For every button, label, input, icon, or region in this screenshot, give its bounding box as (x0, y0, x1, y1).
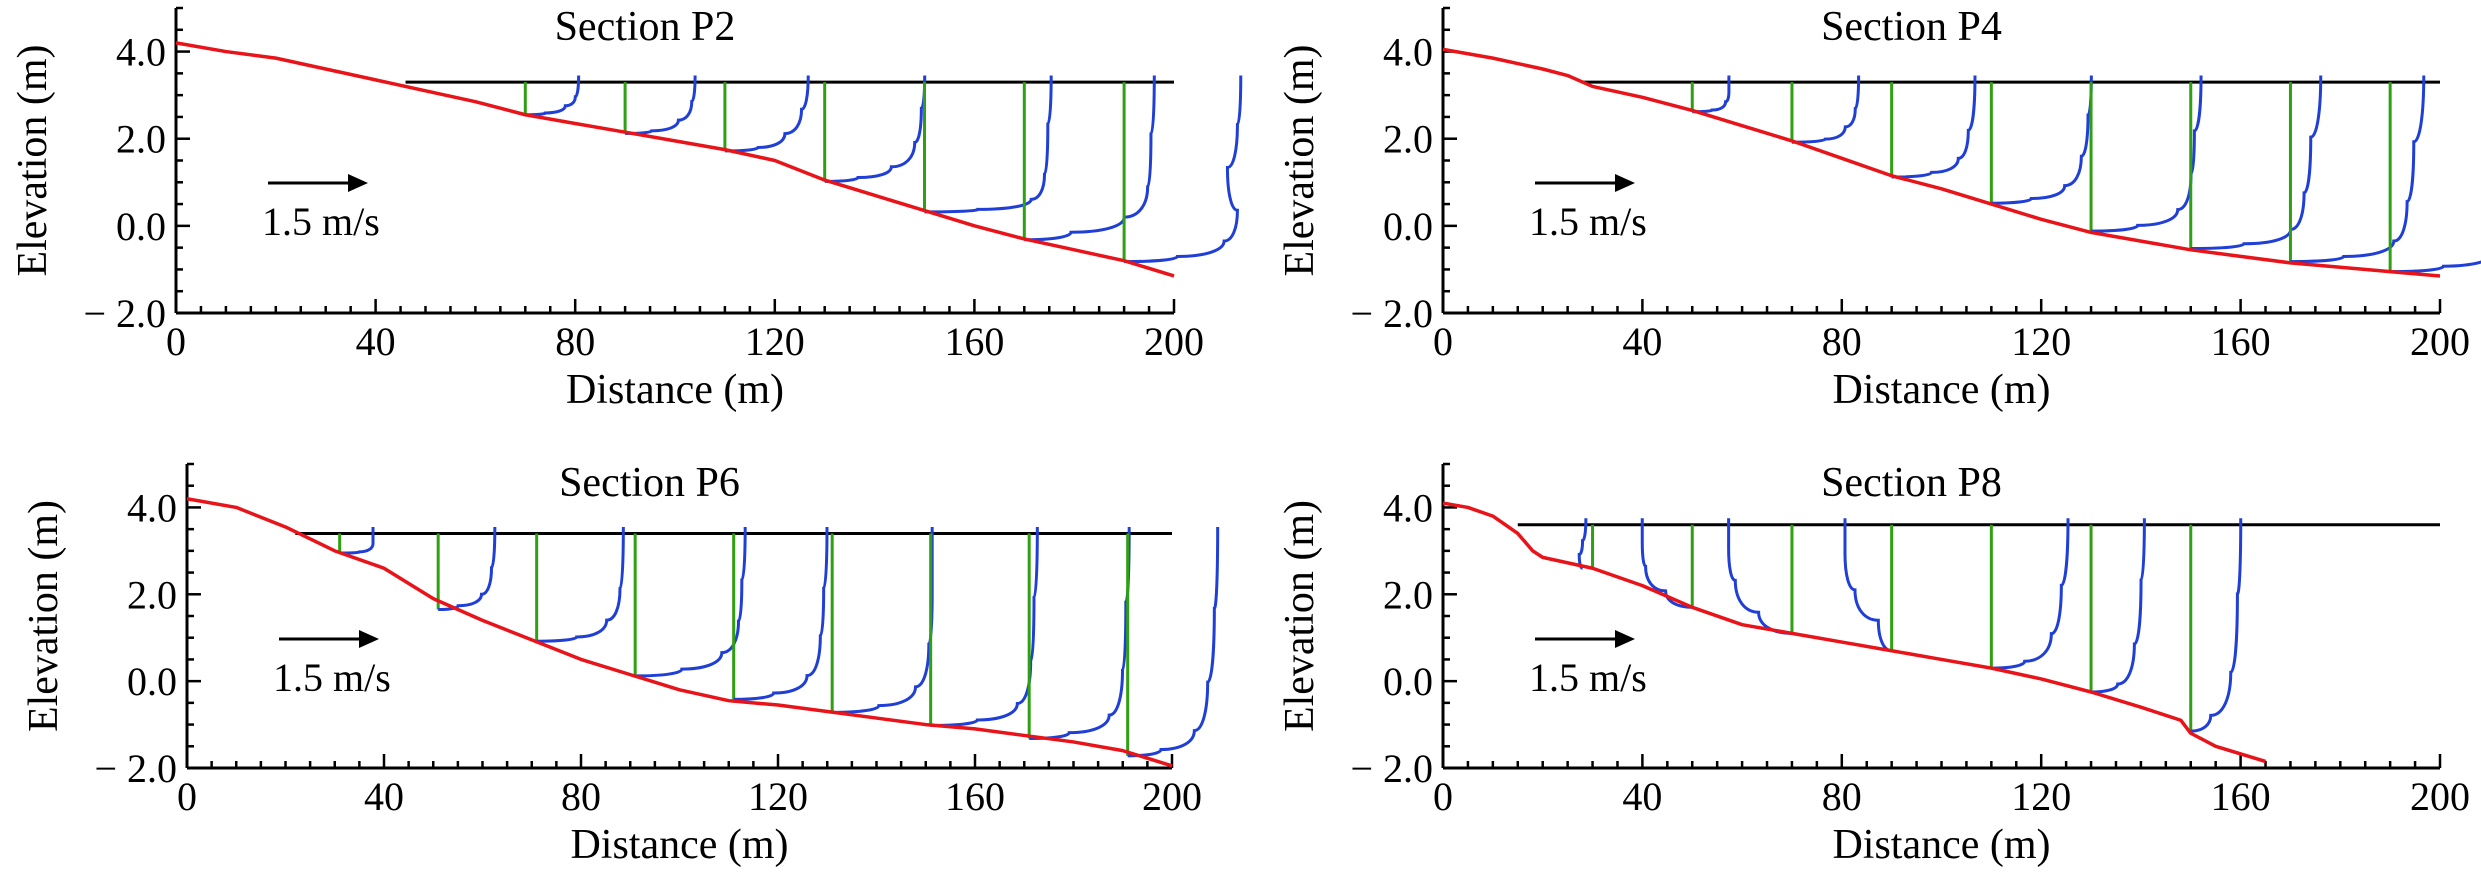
velocity-profile (2091, 75, 2203, 233)
velocity-profile (1024, 75, 1156, 242)
y-tick-label: − 2.0 (94, 746, 177, 791)
velocity-profile (1692, 75, 1731, 114)
y-axis-label: Elevation (m) (10, 44, 56, 276)
velocity-profile (1891, 75, 1977, 179)
velocity-profile (930, 526, 1039, 727)
y-tick-label: − 2.0 (1350, 291, 1433, 336)
panel-section-p6: 0 40 80 120 160 200 − 2.0 0.0 2.0 4.0 Distance (m)… (21, 460, 1220, 868)
x-tick-label: 120 (2011, 774, 2071, 819)
x-tick-label: 160 (2211, 774, 2271, 819)
y-tick-label: 2.0 (116, 117, 166, 162)
chart-title: Section P2 (555, 4, 736, 50)
x-tick-label: 80 (561, 774, 601, 819)
y-tick-label: 0.0 (1383, 204, 1433, 249)
y-axis-label: Elevation (m) (1277, 500, 1323, 732)
scale-arrow-icon (359, 630, 379, 648)
x-tick-label: 200 (1144, 319, 1204, 364)
x-tick-label: 0 (1433, 774, 1453, 819)
x-axis-label: Distance (m) (1832, 367, 2050, 413)
velocity-profile (438, 526, 497, 611)
y-tick-label: − 2.0 (1350, 746, 1433, 791)
x-tick-label: 160 (944, 319, 1004, 364)
y-tick-label: − 2.0 (83, 291, 166, 336)
x-tick-label: 200 (1142, 774, 1202, 819)
x-tick-label: 0 (1433, 319, 1453, 364)
panel-section-p4: 0 40 80 120 160 200 − 2.0 0.0 2.0 4.0 Distance (m)… (1277, 4, 2481, 413)
x-tick-label: 80 (1822, 319, 1862, 364)
x-tick-label: 200 (2410, 319, 2470, 364)
x-tick-label: 120 (748, 774, 808, 819)
bed-profile-line (186, 497, 1173, 768)
bed-profile-line (175, 41, 1175, 278)
velocity-profile (2290, 75, 2426, 264)
chart-title: Section P4 (1821, 4, 2002, 50)
x-tick-label: 80 (1822, 774, 1862, 819)
velocity-profile (1029, 526, 1131, 740)
y-tick-label: 0.0 (127, 659, 177, 704)
x-axis-label: Distance (m) (570, 822, 788, 868)
x-tick-label: 0 (177, 774, 197, 819)
x-tick-label: 40 (1622, 319, 1662, 364)
chart-title: Section P8 (1821, 460, 2002, 506)
y-tick-label: 2.0 (1383, 117, 1433, 162)
x-tick-label: 120 (745, 319, 805, 364)
scale-label: 1.5 m/s (1529, 199, 1647, 244)
velocity-profile (2190, 75, 2323, 251)
x-tick-label: 0 (166, 319, 186, 364)
velocity-profile (824, 75, 927, 183)
y-tick-label: 0.0 (116, 204, 166, 249)
velocity-profile (635, 526, 747, 678)
y-axis-label: Elevation (m) (21, 500, 67, 732)
x-tick-label: 160 (945, 774, 1005, 819)
velocity-profile (1727, 518, 1792, 635)
bed-profile-line (1442, 501, 2267, 764)
y-tick-label: 4.0 (1383, 485, 1433, 530)
y-tick-label: 2.0 (1383, 572, 1433, 617)
velocity-profile (1791, 75, 1861, 144)
scale-label: 1.5 m/s (262, 199, 380, 244)
x-tick-label: 40 (1622, 774, 1662, 819)
velocity-profile (724, 75, 810, 153)
x-axis-label: Distance (m) (566, 367, 784, 413)
y-tick-label: 4.0 (127, 485, 177, 530)
y-tick-label: 0.0 (1383, 659, 1433, 704)
velocity-profile (1124, 75, 1243, 264)
velocity-profile (536, 526, 625, 643)
velocity-profile (1991, 75, 2093, 205)
velocity-profile (339, 526, 375, 555)
velocity-profile (2091, 518, 2146, 694)
x-tick-label: 120 (2011, 319, 2071, 364)
velocity-profile (1843, 518, 1892, 653)
velocity-profile (2190, 518, 2243, 733)
velocity-profile (2390, 260, 2481, 274)
velocity-profile (1127, 526, 1220, 758)
velocity-profile (733, 526, 829, 701)
y-tick-label: 2.0 (127, 572, 177, 617)
scale-arrow-icon (1615, 630, 1635, 648)
y-tick-label: 4.0 (116, 30, 166, 75)
panel-section-p8: 0 40 80 120 160 200 − 2.0 0.0 2.0 4.0 Distance (m)… (1277, 460, 2470, 868)
scale-label: 1.5 m/s (273, 655, 391, 700)
x-tick-label: 160 (2211, 319, 2271, 364)
x-tick-label: 80 (555, 319, 595, 364)
y-tick-label: 4.0 (1383, 30, 1433, 75)
x-tick-label: 200 (2410, 774, 2470, 819)
bed-profile-line (1442, 47, 2441, 278)
panel-section-p2: 0 40 80 120 160 200 − 2.0 0.0 2.0 4.0 Distance (m)… (10, 4, 1243, 413)
chart-title: Section P6 (559, 460, 740, 506)
velocity-profile (525, 75, 581, 117)
scale-arrow-icon (1615, 174, 1635, 192)
y-axis-label: Elevation (m) (1277, 44, 1323, 276)
velocity-profile (924, 75, 1053, 214)
velocity-profile (1640, 518, 1693, 609)
scale-label: 1.5 m/s (1529, 655, 1647, 700)
x-tick-label: 40 (356, 319, 396, 364)
velocity-profile (625, 75, 697, 135)
scale-arrow-icon (348, 174, 368, 192)
x-tick-label: 40 (364, 774, 404, 819)
velocity-profile (832, 526, 934, 714)
x-axis-label: Distance (m) (1832, 822, 2050, 868)
velocity-profile (1991, 518, 2070, 670)
